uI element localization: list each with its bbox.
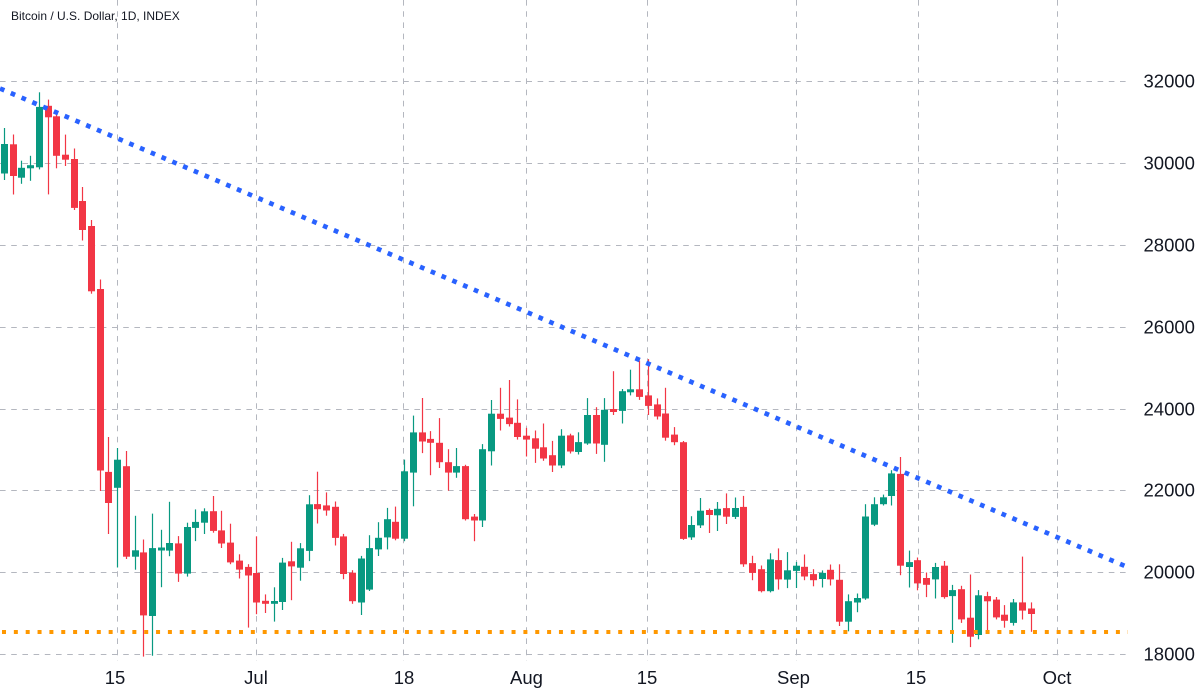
svg-text:Sep: Sep xyxy=(777,667,810,688)
svg-text:22000: 22000 xyxy=(1144,480,1195,501)
svg-text:15: 15 xyxy=(637,667,658,688)
svg-text:28000: 28000 xyxy=(1144,235,1195,256)
svg-text:26000: 26000 xyxy=(1144,317,1195,338)
svg-text:18000: 18000 xyxy=(1144,644,1195,665)
svg-text:Jul: Jul xyxy=(244,667,268,688)
svg-text:20000: 20000 xyxy=(1144,562,1195,583)
svg-text:18: 18 xyxy=(394,667,415,688)
svg-text:Oct: Oct xyxy=(1043,667,1072,688)
svg-text:15: 15 xyxy=(105,667,126,688)
svg-text:Aug: Aug xyxy=(510,667,543,688)
svg-text:24000: 24000 xyxy=(1144,399,1195,420)
svg-text:15: 15 xyxy=(906,667,927,688)
svg-text:30000: 30000 xyxy=(1144,153,1195,174)
svg-text:32000: 32000 xyxy=(1144,71,1195,92)
